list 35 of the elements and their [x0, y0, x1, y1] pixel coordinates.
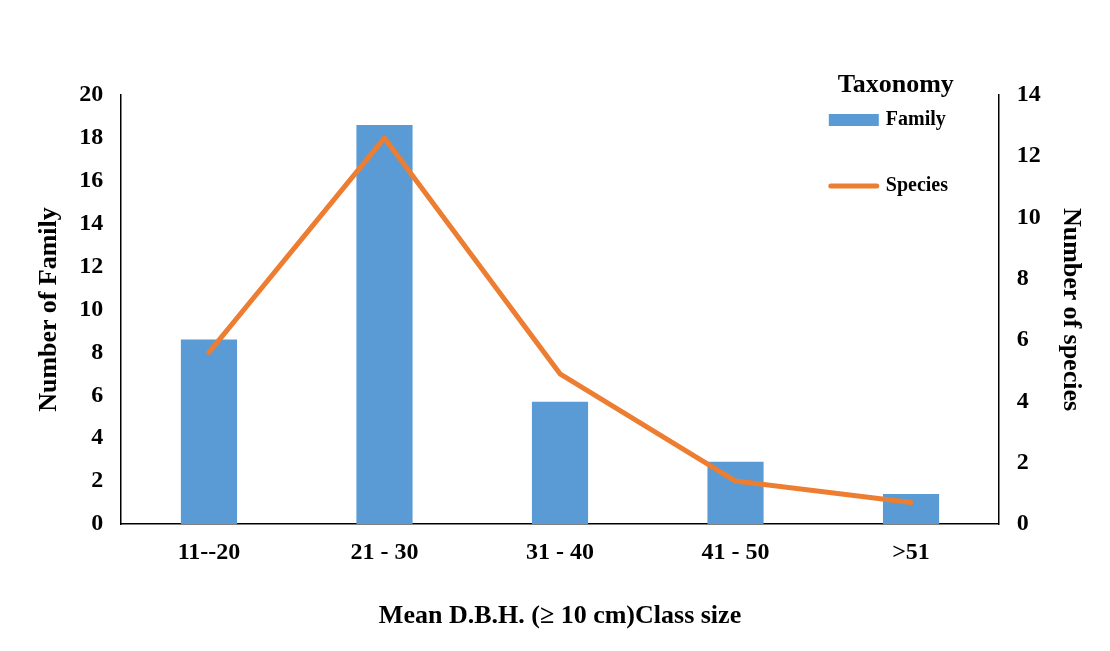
y2-tick-label: 8 [1016, 264, 1029, 291]
bar [707, 461, 764, 524]
bar [531, 401, 589, 524]
y-tick-label: 18 [79, 123, 104, 150]
y-tick-label: 20 [79, 80, 104, 107]
bar [180, 339, 238, 524]
y-axis-title: Number of Family [33, 207, 63, 412]
x-tick-label: 21 - 30 [350, 537, 419, 564]
x-axis-title: Mean D.B.H. (≥ 10 cm)Class size [378, 600, 742, 630]
legend-label: Species [885, 173, 949, 197]
y-tick-label: 14 [79, 208, 104, 235]
y2-tick-label: 6 [1016, 325, 1029, 352]
y2-tick-label: 10 [1016, 202, 1041, 229]
y2-tick-label: 14 [1016, 80, 1041, 107]
y-tick-label: 2 [91, 466, 104, 493]
y-tick-label: 8 [91, 337, 104, 364]
x-tick-label: 11--20 [177, 537, 241, 564]
y-tick-label: 12 [79, 251, 104, 278]
x-tick-label: 31 - 40 [526, 537, 594, 564]
y-tick-label: 0 [91, 509, 104, 536]
y2-tick-label: 4 [1016, 386, 1029, 413]
legend-label: Family [885, 107, 946, 131]
y-tick-label: 10 [79, 294, 104, 321]
legend-title: Taxonomy [837, 68, 954, 98]
y-tick-label: 6 [91, 380, 104, 407]
y2-axis-title: Number of species [1057, 207, 1087, 412]
x-tick-label: >51 [892, 537, 930, 564]
bar [882, 493, 940, 524]
bar [356, 125, 413, 524]
y2-tick-label: 12 [1016, 141, 1041, 168]
y-tick-label: 4 [91, 423, 104, 450]
y2-tick-label: 0 [1016, 509, 1029, 536]
y-tick-label: 16 [79, 166, 104, 192]
x-tick-label: 41 - 50 [701, 537, 770, 564]
y2-tick-label: 2 [1016, 447, 1029, 474]
